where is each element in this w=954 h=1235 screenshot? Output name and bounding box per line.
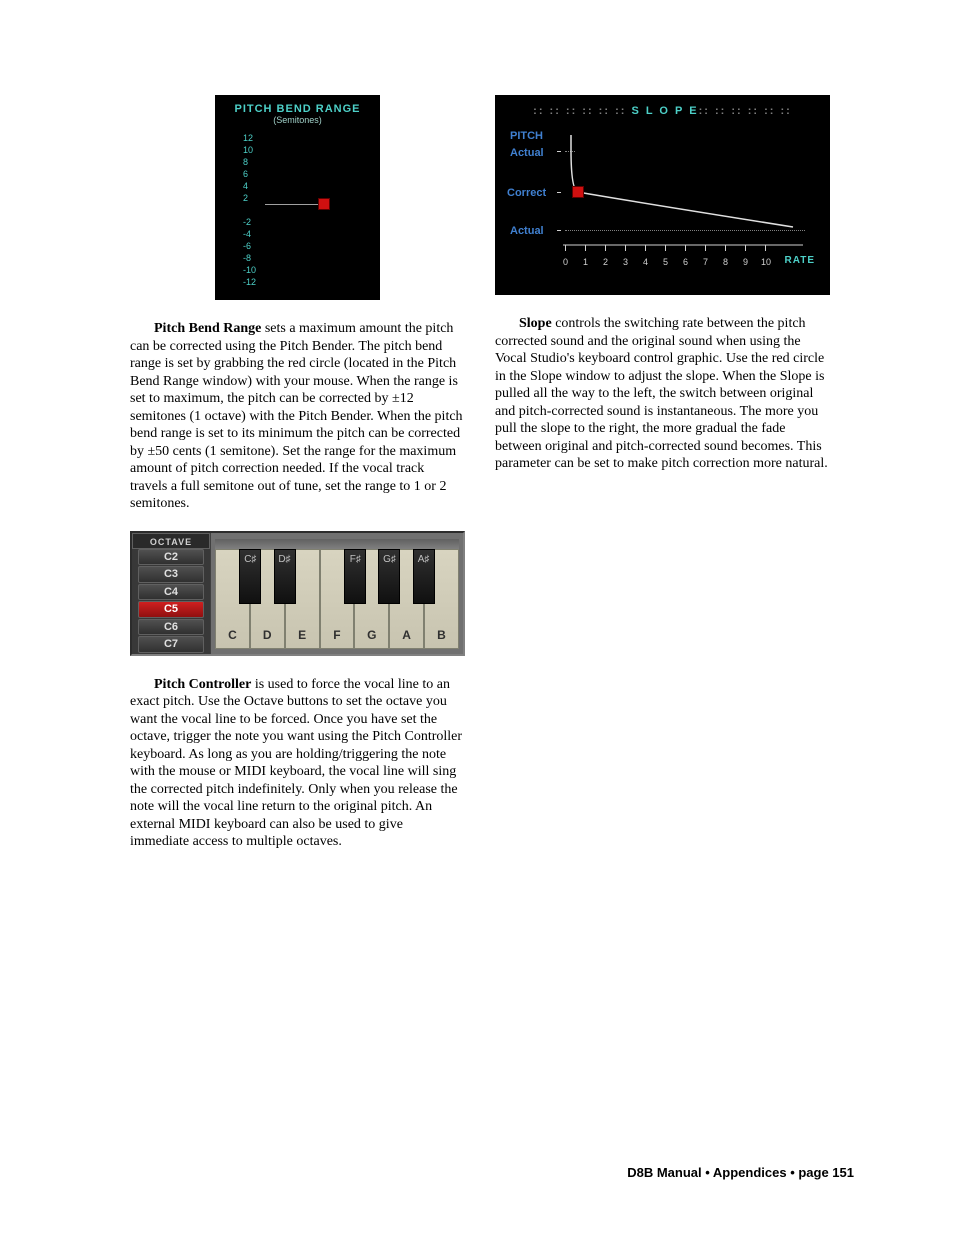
page-footer: D8B Manual • Appendices • page 151 (627, 1165, 854, 1180)
octave-button-c7[interactable]: C7 (138, 636, 204, 653)
slope-tick-mark (685, 245, 686, 251)
slope-rate-tick: 6 (683, 257, 688, 267)
black-key-fsharp[interactable]: F♯ (344, 549, 366, 604)
pitch-bend-title: PITCH BEND RANGE (223, 103, 372, 115)
slope-widget[interactable]: :: :: :: :: :: :: S L O P E:: :: :: :: :… (495, 95, 830, 295)
slope-rate-tick: 10 (761, 257, 771, 267)
term-slope: Slope (519, 316, 552, 331)
page: PITCH BEND RANGE (Semitones) 12 10 8 6 4… (0, 0, 954, 919)
piano-keys: C D E F G A B C♯ D♯ F♯ G♯ A♯ (215, 549, 459, 649)
slope-actual-top-label: Actual (510, 147, 544, 159)
octave-button-c3[interactable]: C3 (138, 566, 204, 583)
slope-tick-mark (605, 245, 606, 251)
octave-header: OCTAVE (132, 533, 210, 549)
pitch-bend-subtitle: (Semitones) (223, 115, 372, 125)
keyboard-spacer (215, 539, 459, 549)
pitch-bend-description: Pitch Bend Range sets a maximum amount t… (130, 320, 465, 513)
pitch-bend-marker[interactable] (318, 198, 330, 210)
slope-tick-mark (565, 245, 566, 251)
pitch-bend-tick: -10 (243, 265, 256, 275)
slope-y-dash (557, 151, 561, 152)
pitch-controller-widget[interactable]: OCTAVE C2 C3 C4 C5 C6 C7 C D E F G A B C (130, 531, 465, 656)
slope-rate-tick: 7 (703, 257, 708, 267)
slope-tick-mark (745, 245, 746, 251)
slope-title-deco-right: :: :: :: :: :: :: (699, 105, 792, 117)
slope-rate-tick: 4 (643, 257, 648, 267)
slope-tick-mark (585, 245, 586, 251)
slope-actual-bottom-label: Actual (510, 225, 544, 237)
pitch-bend-scale: 12 10 8 6 4 2 -2 -4 -6 -8 -10 -12 (243, 133, 372, 288)
black-key-dsharp[interactable]: D♯ (274, 549, 296, 604)
slope-tick-mark (645, 245, 646, 251)
slope-description: Slope controls the switching rate betwee… (495, 315, 830, 473)
pitch-bend-tick: -6 (243, 241, 251, 251)
pitch-bend-tick: 2 (243, 193, 248, 203)
slope-title-deco-left: :: :: :: :: :: :: (533, 105, 631, 117)
black-key-csharp[interactable]: C♯ (239, 549, 261, 604)
pitch-bend-range-widget[interactable]: PITCH BEND RANGE (Semitones) 12 10 8 6 4… (215, 95, 380, 300)
pitch-bend-tick: 4 (243, 181, 248, 191)
keyboard-panel: C D E F G A B C♯ D♯ F♯ G♯ A♯ (210, 533, 463, 654)
slope-rate-tick: 9 (743, 257, 748, 267)
left-column: PITCH BEND RANGE (Semitones) 12 10 8 6 4… (130, 95, 465, 869)
pitch-bend-tick: -2 (243, 217, 251, 227)
term-pitch-controller: Pitch Controller (154, 677, 251, 692)
pitch-bend-tick: 10 (243, 145, 253, 155)
slope-title: :: :: :: :: :: :: S L O P E:: :: :: :: :… (505, 105, 820, 117)
slope-tick-mark (665, 245, 666, 251)
slope-curve (563, 125, 813, 255)
pitch-bend-tick: -4 (243, 229, 251, 239)
slope-rate-label: RATE (785, 255, 815, 266)
term-pitch-bend-range: Pitch Bend Range (154, 321, 261, 336)
pitch-bend-tick: -8 (243, 253, 251, 263)
pitch-bend-tick: 12 (243, 133, 253, 143)
octave-button-c2[interactable]: C2 (138, 549, 204, 566)
p2-text: is used to force the vocal line to an ex… (130, 677, 462, 850)
slope-rate-tick: 2 (603, 257, 608, 267)
black-key-gsharp[interactable]: G♯ (378, 549, 400, 604)
pitch-bend-indicator-line (265, 204, 320, 205)
octave-button-c6[interactable]: C6 (138, 619, 204, 636)
slope-marker[interactable] (572, 186, 584, 198)
slope-tick-mark (625, 245, 626, 251)
slope-tick-mark (765, 245, 766, 251)
slope-y-dash (557, 192, 561, 193)
pitch-controller-description: Pitch Controller is used to force the vo… (130, 676, 465, 851)
black-key-asharp[interactable]: A♯ (413, 549, 435, 604)
slope-rate-tick: 0 (563, 257, 568, 267)
slope-rate-tick: 8 (723, 257, 728, 267)
pitch-bend-tick: 6 (243, 169, 248, 179)
pitch-bend-tick: -12 (243, 277, 256, 287)
p1-text: sets a maximum amount the pitch can be c… (130, 321, 463, 511)
octave-panel: OCTAVE C2 C3 C4 C5 C6 C7 (132, 533, 210, 654)
slope-y-dash (557, 230, 561, 231)
slope-rate-tick: 3 (623, 257, 628, 267)
octave-button-c4[interactable]: C4 (138, 584, 204, 601)
slope-correct-label: Correct (507, 187, 546, 199)
slope-pitch-label: PITCH (510, 130, 543, 142)
slope-tick-mark (725, 245, 726, 251)
octave-button-c5[interactable]: C5 (138, 601, 204, 618)
slope-rate-tick: 1 (583, 257, 588, 267)
p3-text: controls the switching rate between the … (495, 316, 828, 471)
right-column: :: :: :: :: :: :: S L O P E:: :: :: :: :… (495, 95, 830, 869)
slope-rate-tick: 5 (663, 257, 668, 267)
slope-title-text: S L O P E (631, 105, 698, 117)
pitch-bend-tick: 8 (243, 157, 248, 167)
slope-tick-mark (705, 245, 706, 251)
